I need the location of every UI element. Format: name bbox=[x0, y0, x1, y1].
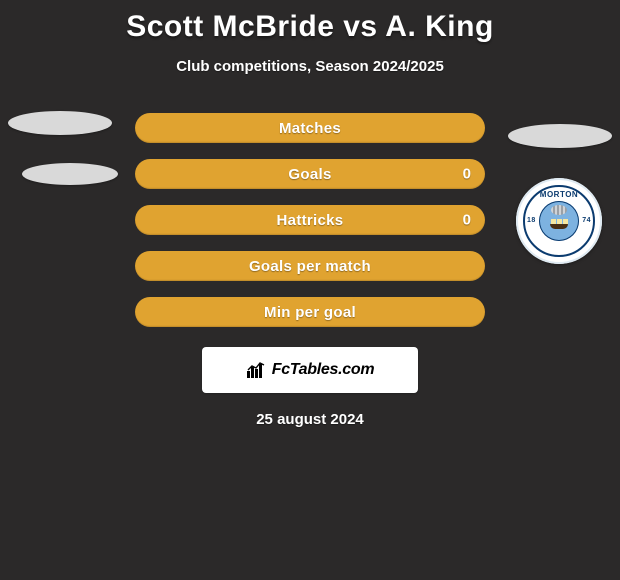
stat-label: Min per goal bbox=[264, 304, 356, 321]
club-badge-ring: MORTON 18 74 bbox=[523, 185, 595, 257]
stat-bar: Matches bbox=[135, 113, 485, 143]
page-title: Scott McBride vs A. King bbox=[0, 0, 620, 44]
stat-label: Goals bbox=[288, 166, 331, 183]
stat-row-min-per-goal: Min per goal bbox=[0, 297, 620, 327]
stat-row-goals: Goals 0 bbox=[0, 159, 620, 189]
right-placeholder-oval bbox=[508, 124, 612, 148]
brand-box: FcTables.com bbox=[202, 347, 418, 393]
badge-year-left: 18 bbox=[527, 217, 536, 224]
stat-label: Matches bbox=[279, 120, 341, 137]
badge-ship-icon bbox=[548, 217, 570, 229]
page-subtitle: Club competitions, Season 2024/2025 bbox=[0, 58, 620, 75]
badge-year-right: 74 bbox=[582, 217, 591, 224]
stat-label: Hattricks bbox=[277, 212, 344, 229]
badge-center bbox=[539, 201, 579, 241]
badge-ball-icon bbox=[551, 205, 567, 215]
stat-label: Goals per match bbox=[249, 258, 371, 275]
brand-inner: FcTables.com bbox=[246, 361, 375, 379]
brand-chart-icon bbox=[246, 361, 268, 379]
badge-top-text: MORTON bbox=[540, 190, 578, 199]
stat-right-value: 0 bbox=[463, 212, 471, 229]
stat-bar: Min per goal bbox=[135, 297, 485, 327]
brand-text: FcTables.com bbox=[272, 361, 375, 379]
stat-row-goals-per-match: Goals per match bbox=[0, 251, 620, 281]
stat-bar: Goals per match bbox=[135, 251, 485, 281]
date-text: 25 august 2024 bbox=[0, 411, 620, 428]
stat-right-value: 0 bbox=[463, 166, 471, 183]
club-badge-morton: MORTON 18 74 bbox=[516, 178, 602, 264]
stat-bar: Hattricks 0 bbox=[135, 205, 485, 235]
stat-bar: Goals 0 bbox=[135, 159, 485, 189]
